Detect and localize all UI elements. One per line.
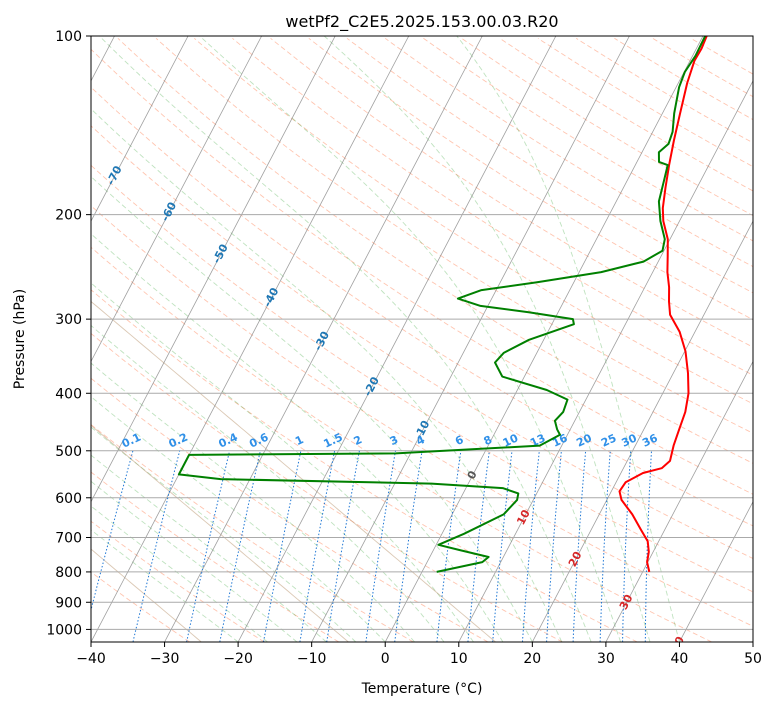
isotherm [311, 36, 630, 642]
isotherm-label: 20 [566, 549, 585, 569]
y-tick-label: 800 [55, 565, 82, 581]
isotherm [458, 80, 753, 642]
mixing-ratio-line [219, 450, 261, 642]
moist-adiabat [98, 36, 592, 642]
mixing-ratio-line [622, 450, 632, 642]
mixing-ratio-line [522, 450, 540, 642]
dry-adiabat [384, 37, 753, 268]
isotherm [384, 36, 704, 642]
dry-adiabat [346, 37, 753, 294]
moist-adiabat [91, 282, 474, 642]
moist-adiabat [91, 396, 386, 642]
y-tick-label: 200 [55, 208, 82, 224]
isotherm [91, 36, 263, 363]
x-tick-label: 50 [744, 651, 762, 667]
moist-adiabat [456, 36, 680, 642]
dewpoint-profile [177, 36, 707, 573]
moist-adiabat [198, 36, 622, 642]
x-tick-label: −40 [76, 651, 106, 667]
moist-adiabat [91, 233, 504, 642]
dry-adiabat [91, 520, 265, 642]
moist-adiabat [323, 36, 651, 642]
mixing-ratio-label: 16 [550, 431, 570, 449]
dry-adiabat [232, 37, 753, 376]
dry-adiabat [461, 37, 753, 217]
mixing-ratio-label: 25 [599, 432, 618, 450]
dry-adiabat [155, 37, 753, 434]
isotherm-label: 10 [514, 507, 533, 527]
moist-adiabat [91, 175, 533, 642]
dry-adiabat [194, 37, 753, 405]
plot-frame [90, 35, 754, 643]
x-axis-label: Temperature (°C) [361, 681, 483, 697]
background-lines [91, 36, 753, 642]
mixing-ratio-line [91, 450, 134, 612]
y-tick-label: 900 [55, 595, 82, 611]
isotherm [91, 36, 410, 642]
mixing-ratio-line [263, 450, 302, 642]
mixing-ratio-line [599, 450, 611, 642]
x-tick-label: 20 [523, 651, 541, 667]
isotherm [679, 500, 753, 642]
x-tick-label: −30 [150, 651, 180, 667]
isotherm-label: 40 [668, 634, 687, 654]
moist-adiabat [91, 362, 415, 642]
plot-area [91, 36, 753, 642]
y-tick-label: 1000 [46, 622, 82, 638]
isotherm [164, 36, 483, 642]
isotherm-label: 30 [617, 592, 636, 612]
isotherm [91, 36, 336, 503]
mixing-ratio-line [572, 450, 587, 642]
dry-adiabat [91, 332, 563, 642]
reference-curve [91, 300, 496, 642]
x-tick-label: −10 [297, 651, 327, 667]
mixing-ratio-label: 20 [574, 431, 594, 449]
y-axis: 100 200 300 400 500 600 700 800 900 1000 [46, 29, 91, 638]
dry-adiabat [91, 289, 638, 642]
dry-adiabat [91, 164, 753, 593]
profiles [177, 36, 708, 573]
isotherm [605, 360, 753, 642]
x-axis: −40 −30 −20 −10 0 10 20 30 40 50 [76, 642, 762, 667]
isotherm [531, 220, 753, 642]
y-tick-label: 500 [55, 444, 82, 460]
y-tick-label: 300 [55, 312, 82, 328]
dry-adiabat [91, 246, 712, 642]
y-tick-label: 400 [55, 386, 82, 402]
mixing-ratio-label: 30 [620, 431, 640, 449]
moist-adiabat [91, 454, 327, 642]
dry-adiabat [270, 37, 753, 348]
moist-adiabat [91, 324, 445, 642]
y-tick-label: 100 [55, 29, 82, 45]
x-tick-label: 10 [450, 651, 468, 667]
x-tick-label: 40 [670, 651, 688, 667]
mixing-ratio-line [186, 450, 231, 642]
dry-adiabat [117, 37, 753, 464]
mixing-ratio-label: 10 [501, 431, 521, 449]
y-tick-label: 600 [55, 491, 82, 507]
dry-adiabat [91, 86, 753, 527]
isotherm [237, 36, 557, 642]
x-tick-label: 30 [597, 651, 615, 667]
isotherm [91, 36, 189, 223]
dry-adiabat [499, 37, 753, 192]
y-tick-label: 700 [55, 531, 82, 547]
x-tick-label: −20 [223, 651, 253, 667]
dry-adiabat [91, 48, 753, 495]
reference-curve [91, 424, 349, 642]
mixing-ratio-label: 36 [640, 431, 660, 449]
moist-adiabat [91, 480, 298, 642]
y-axis-label: Pressure (hPa) [12, 289, 28, 389]
mixing-ratio-line [546, 450, 562, 642]
dry-adiabat [91, 471, 340, 642]
temperature-profile [618, 36, 708, 573]
x-tick-label: 0 [381, 651, 390, 667]
chart-title: wetPf2_C2E5.2025.153.00.03.R20 [285, 12, 558, 32]
